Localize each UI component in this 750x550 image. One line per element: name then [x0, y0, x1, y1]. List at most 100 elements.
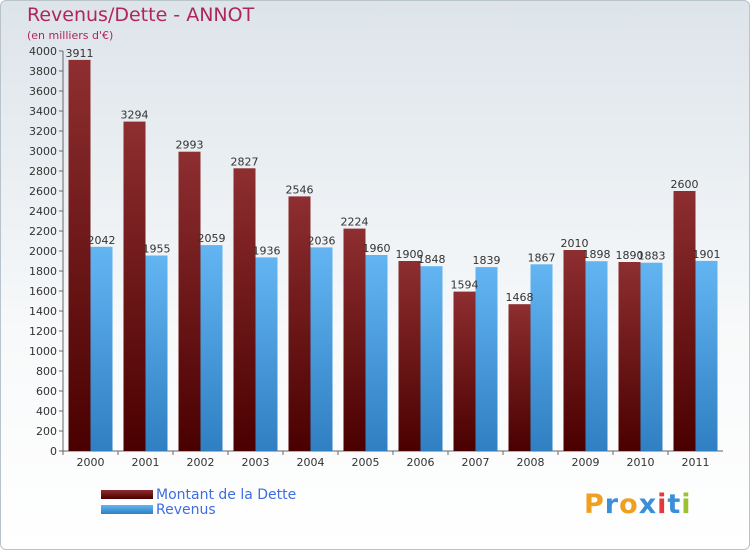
data-label-dette: 2993	[176, 139, 204, 152]
y-tick-label: 2000	[29, 245, 57, 258]
logo-letter: i	[657, 489, 668, 520]
y-tick-label: 3200	[29, 125, 57, 138]
logo-letter: x	[638, 489, 658, 520]
y-tick-label: 800	[36, 365, 57, 378]
y-tick-label: 1400	[29, 305, 57, 318]
legend-item-dette: Montant de la Dette	[101, 486, 297, 503]
bar-dette	[398, 261, 421, 451]
y-tick-label: 2600	[29, 185, 57, 198]
x-axis: 2000 2001 2002 2003 2004 2005 2006 2007 2008 2009…	[62, 450, 723, 469]
data-label-revenus: 2042	[88, 234, 116, 247]
chart-title: Revenus/Dette - ANNOT	[27, 4, 255, 26]
bar-dette	[123, 121, 146, 451]
data-label-dette: 2827	[231, 155, 259, 168]
x-tick-label: 2005	[352, 456, 380, 469]
legend: Montant de la Dette Revenus	[101, 486, 297, 518]
data-label-revenus: 2059	[198, 232, 226, 245]
bar-revenus	[145, 255, 168, 451]
bar-dette	[178, 151, 201, 451]
y-tick-label: 2800	[29, 165, 57, 178]
bar-revenus	[255, 257, 278, 451]
y-tick-label: 2200	[29, 225, 57, 238]
bar-dette	[508, 304, 531, 451]
x-tick-label: 2008	[517, 456, 545, 469]
bars-group	[68, 59, 718, 452]
legend-item-revenus: Revenus	[101, 501, 296, 518]
proxiti-logo: Proxiti	[584, 489, 692, 520]
y-tick-label: 2400	[29, 205, 57, 218]
logo-letter: t	[667, 489, 682, 520]
y-axis: 0 200 400 600 800 1000 1200 1400 1600 1800 2000 220…	[29, 45, 64, 458]
y-tick-label: 1600	[29, 285, 57, 298]
data-label-dette: 2010	[561, 237, 589, 250]
data-label-revenus: 2036	[308, 234, 336, 247]
data-label-revenus: 1936	[253, 244, 281, 257]
data-label-dette: 1468	[506, 291, 534, 304]
y-tick-label: 3400	[29, 105, 57, 118]
bar-revenus	[695, 260, 718, 451]
bar-dette	[68, 59, 91, 452]
y-tick-label: 4000	[29, 45, 57, 58]
x-tick-label: 2007	[462, 456, 490, 469]
y-tick-label: 1000	[29, 345, 57, 358]
logo-letter: i	[681, 489, 692, 520]
data-label-dette: 2600	[671, 178, 699, 191]
bar-dette	[233, 168, 256, 452]
data-label-revenus: 1848	[418, 253, 446, 266]
legend-label-dette: Montant de la Dette	[156, 486, 297, 503]
bar-revenus	[90, 246, 113, 451]
y-tick-label: 3800	[29, 65, 57, 78]
y-tick-label: 400	[36, 405, 57, 418]
data-label-revenus: 1839	[473, 254, 501, 267]
bar-revenus	[200, 245, 223, 451]
x-tick-label: 2010	[627, 456, 655, 469]
logo-letter: o	[619, 489, 639, 520]
bar-dette	[288, 196, 311, 451]
bar-dette	[673, 191, 696, 451]
data-label-dette: 2546	[286, 183, 314, 196]
y-tick-label: 1800	[29, 265, 57, 278]
bar-dette	[453, 291, 476, 451]
y-tick-label: 3000	[29, 145, 57, 158]
data-label-dette: 3294	[121, 109, 149, 122]
data-label-dette: 3911	[66, 47, 94, 60]
logo-letter: r	[604, 489, 620, 520]
x-tick-label: 2006	[407, 456, 435, 469]
x-tick-label: 2009	[572, 456, 600, 469]
y-tick-label: 600	[36, 385, 57, 398]
y-tick-label: 200	[36, 425, 57, 438]
bar-revenus	[420, 266, 443, 451]
bar-revenus	[310, 247, 333, 451]
data-label-dette: 1890	[616, 249, 644, 262]
legend-swatch-dette	[101, 490, 153, 499]
chart-subtitle: (en milliers d'€)	[27, 29, 114, 42]
data-label-dette: 2224	[341, 216, 369, 229]
x-tick-label: 2002	[187, 456, 215, 469]
data-label-revenus: 1867	[528, 251, 556, 264]
bar-dette	[563, 250, 586, 451]
data-label-revenus: 1898	[583, 248, 611, 261]
bar-revenus	[640, 262, 663, 451]
data-labels-group: 3911 3294 2993 2827 2546 2224 1900 1594 1468 2010…	[66, 47, 721, 304]
x-tick-label: 2001	[132, 456, 160, 469]
y-tick-label: 1200	[29, 325, 57, 338]
logo-letter: P	[584, 489, 605, 520]
bar-revenus	[475, 267, 498, 451]
data-label-revenus: 1901	[693, 248, 721, 261]
legend-swatch-revenus	[101, 505, 153, 514]
y-tick-label: 0	[50, 445, 57, 458]
y-tick-label: 3600	[29, 85, 57, 98]
data-label-revenus: 1955	[143, 243, 171, 256]
data-label-dette: 1900	[396, 248, 424, 261]
x-tick-label: 2011	[682, 456, 710, 469]
x-tick-label: 2000	[77, 456, 105, 469]
data-label-revenus: 1960	[363, 242, 391, 255]
bar-revenus	[585, 261, 608, 451]
legend-label-revenus: Revenus	[156, 501, 216, 518]
x-tick-label: 2004	[297, 456, 325, 469]
bar-revenus	[365, 255, 388, 451]
x-tick-label: 2003	[242, 456, 270, 469]
bar-dette	[343, 228, 366, 451]
